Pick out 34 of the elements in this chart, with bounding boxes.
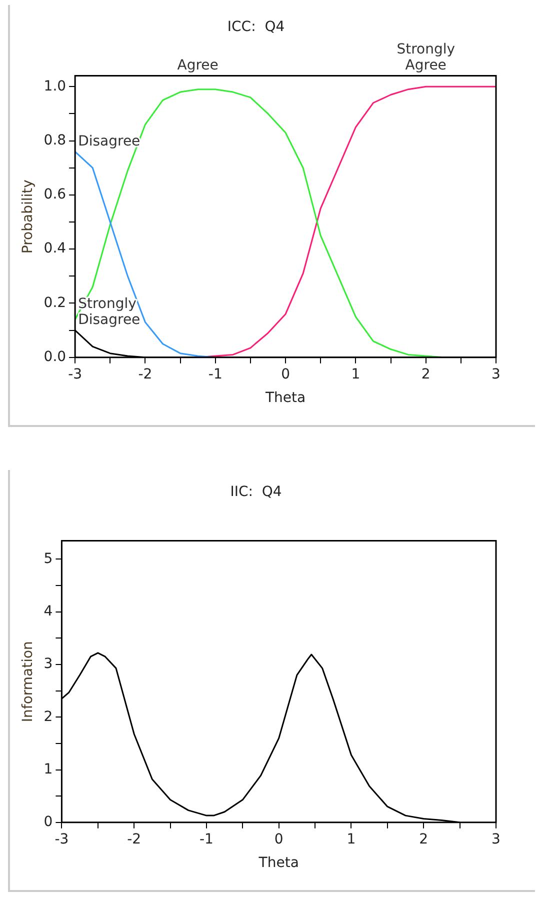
x-tick-label: -3 bbox=[54, 831, 69, 848]
x-axis-title: Theta bbox=[258, 855, 299, 872]
y-tick-label: 5 bbox=[44, 550, 53, 567]
x-tick-label: 2 bbox=[419, 831, 428, 848]
x-tick-label: 1 bbox=[351, 366, 360, 382]
x-tick-label: 1 bbox=[346, 831, 356, 848]
y-tick-label: 1 bbox=[44, 761, 53, 778]
y-tick-label: 0.0 bbox=[44, 349, 66, 366]
y-axis-title: Information bbox=[20, 641, 36, 722]
y-axis-title: Probability bbox=[20, 180, 36, 254]
chart-title: IIC: Q4 bbox=[230, 484, 282, 500]
series-label: Agree bbox=[177, 57, 218, 74]
x-tick-label: -1 bbox=[208, 366, 222, 382]
x-tick-label: 0 bbox=[281, 366, 290, 382]
y-tick-label: 0.4 bbox=[44, 240, 66, 257]
x-tick-label: -2 bbox=[127, 831, 142, 848]
x-tick-label: -1 bbox=[199, 831, 214, 848]
y-tick-label: 2 bbox=[44, 708, 53, 725]
x-tick-label: -3 bbox=[68, 366, 82, 382]
x-tick-label: 0 bbox=[274, 831, 284, 848]
y-tick-label: 0.2 bbox=[44, 294, 66, 311]
y-tick-label: 0 bbox=[44, 814, 53, 830]
y-tick-label: 4 bbox=[44, 604, 53, 620]
x-tick-label: -2 bbox=[138, 366, 152, 382]
chart-title: ICC: Q4 bbox=[227, 19, 285, 36]
x-tick-label: 3 bbox=[492, 366, 500, 382]
x-axis-title: Theta bbox=[264, 390, 306, 406]
y-tick-label: 0.6 bbox=[44, 186, 66, 203]
y-tick-label: 0.8 bbox=[44, 132, 66, 148]
x-tick-label: 3 bbox=[492, 831, 500, 848]
y-tick-label: 3 bbox=[44, 656, 53, 672]
y-tick-label: 1.0 bbox=[44, 78, 66, 94]
series-label: Strongly Agree bbox=[396, 41, 456, 74]
x-tick-label: 2 bbox=[421, 366, 430, 382]
